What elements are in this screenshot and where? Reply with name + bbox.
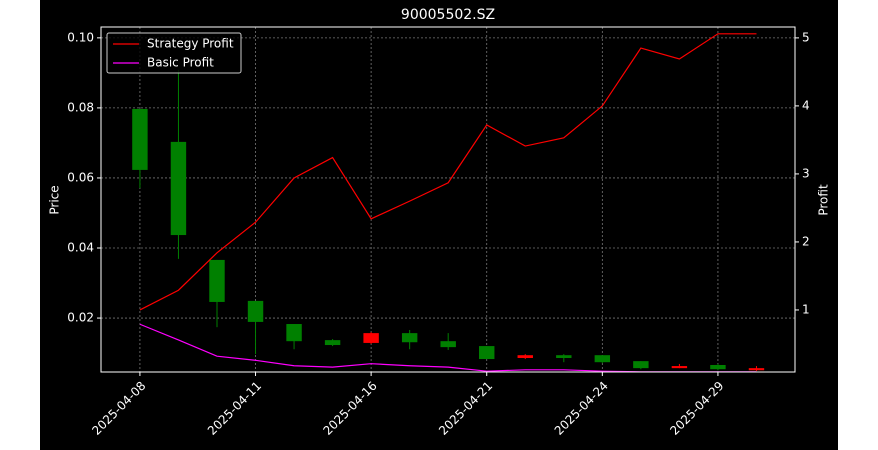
y2-tick-label: 2 [802,234,810,248]
candle-body [401,333,418,343]
y2-tick-label: 3 [802,166,810,180]
y2-tick-label: 1 [802,302,810,316]
candle-body [710,364,726,370]
candle-body [324,340,341,346]
candle-body [247,300,264,322]
candle-body [748,368,765,371]
candle-body [556,355,572,358]
candle-body [671,366,688,369]
legend-box [106,32,242,74]
profit-line [139,33,757,311]
y-tick-label: 0.02 [67,311,94,325]
y-tick-label: 0.06 [67,170,94,184]
y-tick-label: 0.10 [67,30,94,44]
y-tick-label: 0.08 [67,100,94,114]
candle-body [286,324,302,342]
chart-title: 90005502.SZ [401,7,495,23]
candle-body [132,108,148,170]
candle-body [633,361,649,369]
candle-body [170,141,187,236]
candle-body [209,259,225,302]
candle-body [517,355,533,358]
candle-body [440,341,456,348]
candle-body [479,346,495,360]
y2-tick-label: 5 [802,30,810,44]
legend-label: Basic Profit [147,56,214,70]
y2-tick-label: 4 [802,98,810,112]
plot-frame [100,26,796,373]
candle-body [363,333,379,343]
y-axis-label: Price [48,185,62,214]
y-tick-label: 0.04 [67,241,94,255]
legend-label: Strategy Profit [147,37,234,51]
candle-body [594,355,611,363]
y2-axis-label: Profit [817,184,831,216]
